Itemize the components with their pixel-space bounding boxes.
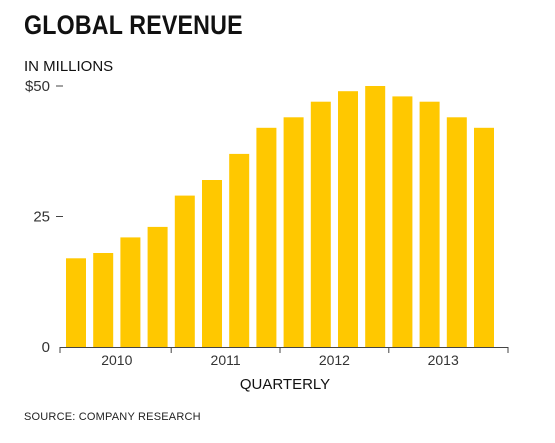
bar-2 [93, 253, 114, 347]
bar-16 [474, 127, 494, 347]
x-axis: 2010 2011 2012 2013 [59, 347, 509, 368]
x-tick-label: 2011 [211, 352, 241, 368]
bar-15 [446, 117, 467, 347]
x-axis-label: QUARTERLY [240, 376, 330, 393]
x-tick-label: 2013 [428, 352, 459, 368]
x-tick-label: 2012 [319, 352, 350, 368]
x-tick-label: 2010 [101, 352, 132, 368]
y-tick-label: 25 [33, 209, 50, 226]
y-axis: $50 25 0 [25, 78, 63, 356]
y-tick-label: $50 [25, 78, 50, 95]
bars-group [66, 86, 494, 348]
y-tick-label: 0 [42, 339, 50, 356]
bar-10 [310, 101, 331, 347]
chart-title: GLOBAL REVENUE [24, 10, 243, 40]
y-axis-unit-label: IN MILLIONS [24, 58, 114, 75]
bar-7 [229, 153, 250, 347]
bar-4 [147, 226, 168, 347]
bar-9 [283, 117, 304, 347]
bar-14 [419, 101, 440, 347]
bar-1 [66, 258, 86, 347]
bar-5 [174, 195, 195, 347]
bar-6 [202, 180, 222, 347]
bar-3 [120, 237, 141, 347]
bar-8 [256, 127, 277, 347]
bar-12 [365, 86, 386, 347]
bar-11 [338, 91, 358, 347]
source-note: SOURCE: COMPANY RESEARCH [24, 411, 201, 423]
bar-13 [392, 96, 413, 348]
